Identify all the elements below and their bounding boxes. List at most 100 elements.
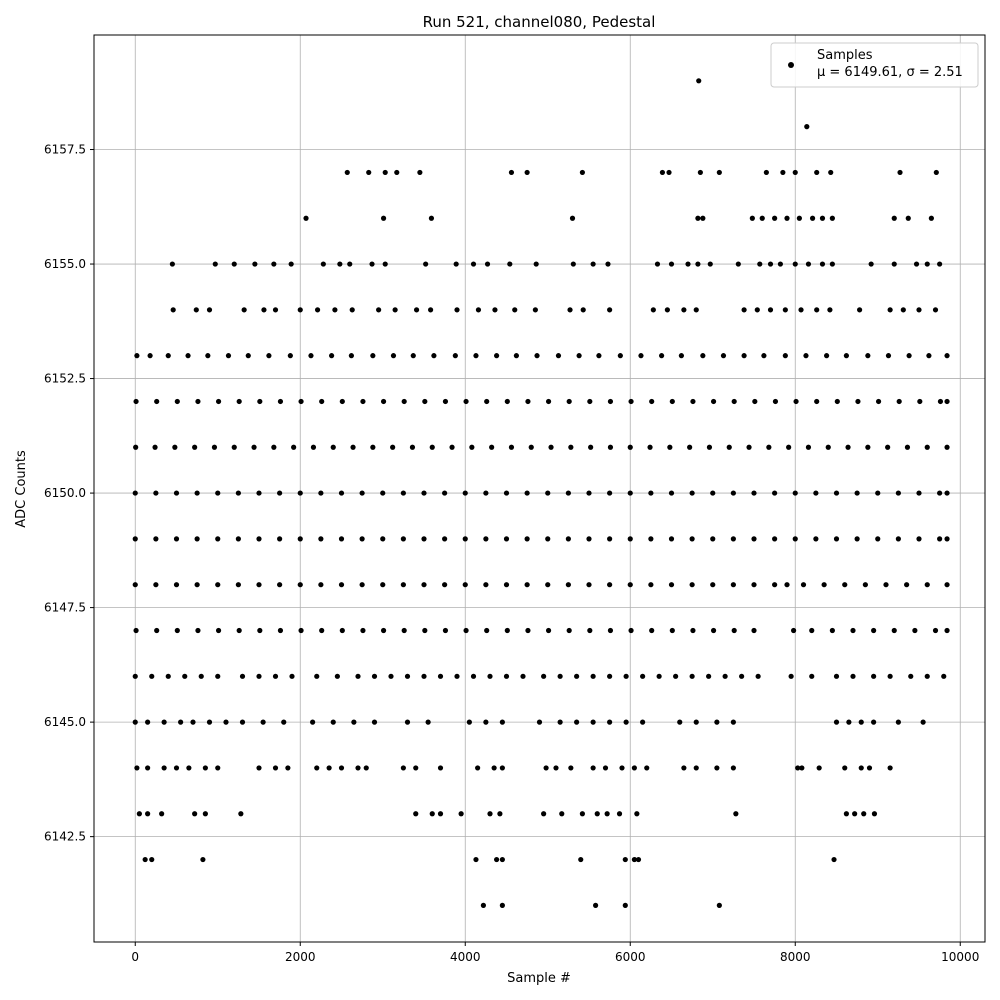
data-point xyxy=(912,627,918,634)
data-point xyxy=(751,490,757,496)
data-point xyxy=(303,215,309,221)
data-point xyxy=(545,536,551,542)
data-point xyxy=(590,719,596,725)
data-point xyxy=(858,765,864,771)
data-point xyxy=(804,124,810,130)
data-point xyxy=(442,627,449,634)
data-point xyxy=(235,582,241,588)
data-point xyxy=(421,536,427,542)
data-point xyxy=(462,536,468,542)
data-point xyxy=(687,444,693,450)
data-point xyxy=(525,627,531,634)
data-point xyxy=(152,444,158,450)
data-point xyxy=(504,398,510,405)
data-point xyxy=(897,169,903,176)
data-point xyxy=(710,398,717,405)
data-point xyxy=(755,673,761,679)
data-point xyxy=(548,444,554,450)
chart-title: Run 521, channel080, Pedestal xyxy=(423,13,656,31)
data-point xyxy=(350,444,356,450)
data-point xyxy=(422,627,428,634)
data-point xyxy=(422,398,428,405)
legend-label-series: Samples xyxy=(817,48,873,63)
data-point xyxy=(508,169,515,176)
data-point xyxy=(814,398,820,405)
data-point xyxy=(850,627,856,634)
data-point xyxy=(462,490,468,496)
data-point xyxy=(640,719,646,725)
data-point xyxy=(730,765,736,771)
data-point xyxy=(359,536,365,542)
data-point xyxy=(192,811,198,817)
data-point xyxy=(513,353,520,359)
data-point xyxy=(730,582,736,588)
data-point xyxy=(491,765,497,771)
data-point xyxy=(400,536,406,542)
data-point xyxy=(569,215,576,221)
data-point xyxy=(458,811,464,817)
data-point xyxy=(767,307,774,313)
data-point xyxy=(429,444,435,450)
data-point xyxy=(739,673,745,679)
data-point xyxy=(567,307,573,313)
data-point xyxy=(442,536,448,542)
y-axis-label: ADC Counts xyxy=(14,450,29,528)
data-point xyxy=(423,261,429,267)
data-point xyxy=(277,582,283,588)
data-point xyxy=(669,398,675,405)
data-point xyxy=(281,719,287,725)
data-point xyxy=(154,627,160,634)
data-point xyxy=(689,490,695,496)
data-point xyxy=(473,856,479,863)
data-point xyxy=(920,719,926,725)
data-point xyxy=(607,673,613,679)
data-point xyxy=(382,169,388,176)
data-point xyxy=(534,353,540,359)
data-point xyxy=(355,765,361,771)
data-point xyxy=(198,673,204,679)
data-point xyxy=(277,490,283,496)
data-point xyxy=(896,398,902,405)
data-point xyxy=(241,307,247,313)
data-point xyxy=(277,398,284,405)
data-point xyxy=(604,811,610,817)
data-point xyxy=(924,261,930,267)
data-point xyxy=(206,307,213,313)
data-point xyxy=(944,353,950,359)
data-point xyxy=(568,444,574,450)
data-point xyxy=(754,307,760,313)
data-point xyxy=(421,582,427,588)
data-point xyxy=(508,444,515,450)
data-point xyxy=(463,398,469,405)
data-point xyxy=(318,582,324,588)
data-point xyxy=(596,353,602,359)
data-point xyxy=(338,765,345,771)
data-point xyxy=(492,307,498,313)
data-point xyxy=(887,307,893,313)
data-point xyxy=(895,490,901,496)
data-point xyxy=(714,719,720,725)
data-point xyxy=(752,398,758,405)
data-point xyxy=(470,261,477,267)
data-point xyxy=(845,444,851,450)
data-point xyxy=(277,536,283,542)
data-point xyxy=(543,765,549,771)
data-point xyxy=(772,398,779,405)
data-point xyxy=(602,765,609,771)
data-point xyxy=(390,444,396,450)
data-point xyxy=(607,307,613,313)
data-point xyxy=(297,490,303,496)
data-point xyxy=(664,307,670,313)
data-point xyxy=(308,353,314,359)
data-point xyxy=(809,673,815,679)
data-point xyxy=(690,627,696,634)
data-point xyxy=(623,673,629,679)
data-point xyxy=(524,169,530,176)
data-point xyxy=(545,398,552,405)
data-point xyxy=(169,261,175,267)
data-point xyxy=(695,215,701,221)
data-point xyxy=(174,398,180,405)
data-point xyxy=(731,627,737,634)
points-layer xyxy=(132,78,950,908)
data-point xyxy=(484,398,490,405)
